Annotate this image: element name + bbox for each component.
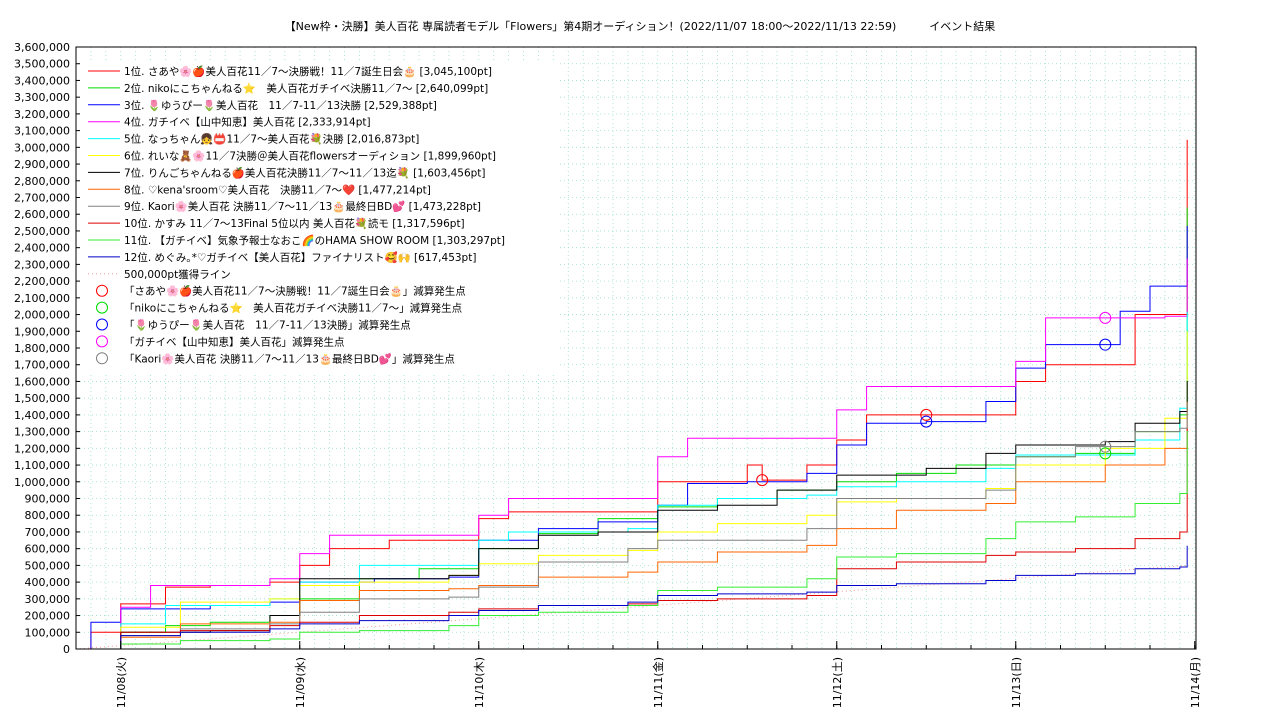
y-tick-label: 1,800,000: [14, 342, 70, 355]
y-tick-label: 1,400,000: [14, 409, 70, 422]
legend: 1位. さあや🌸🍎美人百花11／7〜決勝戦！11／7誕生日会🎂 [3,045,1…: [80, 60, 558, 372]
legend-entry: 「さあや🌸🍎美人百花11／7〜決勝戦！11／7誕生日会🎂」減算発生点: [124, 285, 466, 298]
series-line-12: [76, 545, 1188, 650]
deduction-marker: [920, 415, 933, 428]
reference-line-layer: [75, 564, 1188, 650]
y-tick-label: 400,000: [25, 576, 71, 589]
series-line-4: [76, 258, 1188, 650]
axis-layer: 0 100,000 200,000 300,000 400,000 500,000 600,…: [14, 41, 1202, 708]
y-tick-label: 3,000,000: [14, 141, 70, 154]
y-tick-label: 2,500,000: [14, 225, 70, 238]
legend-entry: 「ガチイベ【山中知恵】美人百花」減算発生点: [124, 335, 345, 348]
x-tick-label: 11/09(水): [294, 657, 307, 708]
x-tick-label: 11/14(月): [1189, 657, 1202, 708]
y-tick-label: 2,600,000: [14, 208, 70, 221]
legend-marker-swatch: [96, 352, 108, 365]
series-layer: [76, 139, 1188, 650]
y-tick-label: 2,100,000: [14, 292, 70, 305]
x-tick-label: 11/13(日): [1010, 657, 1023, 708]
y-tick-label: 3,600,000: [14, 41, 70, 54]
y-tick-label: 1,700,000: [14, 359, 70, 372]
deduction-marker: [1099, 440, 1112, 453]
y-tick-label: 2,800,000: [14, 175, 70, 188]
series-line-6: [76, 331, 1188, 650]
y-tick-label: 1,100,000: [14, 459, 70, 472]
deduction-marker: [1099, 311, 1112, 324]
y-tick-label: 1,500,000: [14, 392, 70, 405]
y-tick-label: 900,000: [25, 493, 71, 506]
legend-entry: 500,000pt獲得ライン: [124, 268, 231, 281]
legend-entry: 4位. ガチイベ【山中知恵】美人百花 [2,333,914pt]: [124, 116, 371, 129]
legend-entry: 「Kaori🌸美人百花 決勝11／7〜11／13🎂最終日BD💕」減算発生点: [124, 352, 455, 365]
series-line-11: [76, 431, 1188, 650]
deduction-marker: [920, 408, 933, 421]
legend-entry: 11位. 【ガチイベ】気象予報士なおこ🌈のHAMA SHOW ROOM [1,3…: [124, 234, 505, 247]
legend-marker-swatch: [96, 284, 108, 297]
reference-line-500000: [75, 564, 1188, 650]
legend-entry: 1位. さあや🌸🍎美人百花11／7〜決勝戦！11／7誕生日会🎂 [3,045,1…: [124, 65, 492, 78]
deduction-marker: [1099, 338, 1112, 351]
y-tick-label: 100,000: [25, 626, 71, 639]
x-tick-label: 11/10(木): [473, 657, 486, 708]
y-tick-label: 3,300,000: [14, 91, 70, 104]
legend-entry: 3位. 🌷ゆうぴー🌷美人百花 11／7-11／13決勝 [2,529,388pt…: [124, 99, 437, 112]
legend-entry: 12位. めぐみ｡*♡ガチイベ【美人百花】ファイナリスト🥰🙌 [617,453p…: [124, 251, 476, 264]
y-tick-label: 0: [63, 643, 70, 656]
legend-marker-swatch: [96, 335, 108, 348]
chart-title: 【New枠・決勝】美人百花 専属読者モデル「Flowers」第4期オーディション…: [284, 20, 996, 33]
legend-entry: 5位. なっちゃん👧📛11／7〜美人百花💐決勝 [2,016,873pt]: [124, 133, 419, 146]
y-tick-label: 2,300,000: [14, 258, 70, 271]
y-tick-label: 2,400,000: [14, 242, 70, 255]
y-tick-label: 700,000: [25, 526, 71, 539]
series-line-7: [76, 380, 1188, 650]
y-tick-label: 3,100,000: [14, 125, 70, 138]
legend-entry: 「nikoにこちゃんねる⭐ 美人百花ガチイベ決勝11／7〜」減算発生点: [124, 302, 462, 315]
x-tick-label: 11/11(金): [651, 657, 665, 708]
series-line-9: [76, 402, 1188, 650]
legend-background: [80, 60, 558, 372]
y-tick-label: 3,400,000: [14, 74, 70, 87]
y-tick-label: 3,200,000: [14, 108, 70, 121]
x-tick-label: 11/08(火): [115, 657, 128, 708]
y-tick-label: 2,700,000: [14, 192, 70, 205]
legend-entry: 2位. nikoにこちゃんねる⭐ 美人百花ガチイベ決勝11／7〜 [2,640,…: [124, 82, 488, 95]
y-tick-label: 1,600,000: [14, 375, 70, 388]
y-tick-label: 1,300,000: [14, 426, 70, 439]
y-tick-label: 2,000,000: [14, 309, 70, 322]
legend-entry: 「🌷ゆうぴー🌷美人百花 11／7-11／13決勝」減算発生点: [124, 319, 411, 332]
y-tick-label: 2,200,000: [14, 275, 70, 288]
series-line-8: [76, 401, 1188, 650]
y-tick-label: 1,200,000: [14, 442, 70, 455]
legend-marker-swatch: [96, 301, 108, 314]
legend-entry: 8位. ♡kena'sroom♡美人百花 決勝11／7〜❤️ [1,477,21…: [124, 183, 431, 196]
y-tick-label: 1,900,000: [14, 325, 70, 338]
legend-marker-swatch: [96, 318, 108, 331]
y-tick-label: 200,000: [25, 610, 71, 623]
legend-entry: 10位. かすみ 11／7〜13Final 5位以内 美人百花💐読モ [1,31…: [124, 217, 465, 230]
x-tick-label: 11/12(土): [831, 657, 844, 708]
y-tick-label: 300,000: [25, 593, 71, 606]
y-tick-label: 500,000: [25, 559, 71, 572]
y-tick-label: 1,000,000: [14, 476, 70, 489]
deduction-marker: [756, 474, 769, 487]
y-tick-label: 3,500,000: [14, 58, 70, 71]
legend-entry: 9位. Kaori🌸美人百花 決勝11／7〜11／13🎂最終日BD💕 [1,47…: [124, 200, 481, 213]
y-tick-label: 600,000: [25, 543, 71, 556]
legend-entry: 7位. りんごちゃんねる🍎美人百花決勝11／7〜11／13迄💐 [1,603,4…: [124, 166, 486, 179]
legend-entry: 6位. れいな🧸🌸11／7決勝＠美人百花flowersオーディション [1,89…: [124, 150, 496, 163]
marker-layer: [756, 311, 1112, 487]
deduction-marker: [1099, 447, 1112, 460]
y-tick-label: 800,000: [25, 509, 71, 522]
y-tick-label: 2,900,000: [14, 158, 70, 171]
